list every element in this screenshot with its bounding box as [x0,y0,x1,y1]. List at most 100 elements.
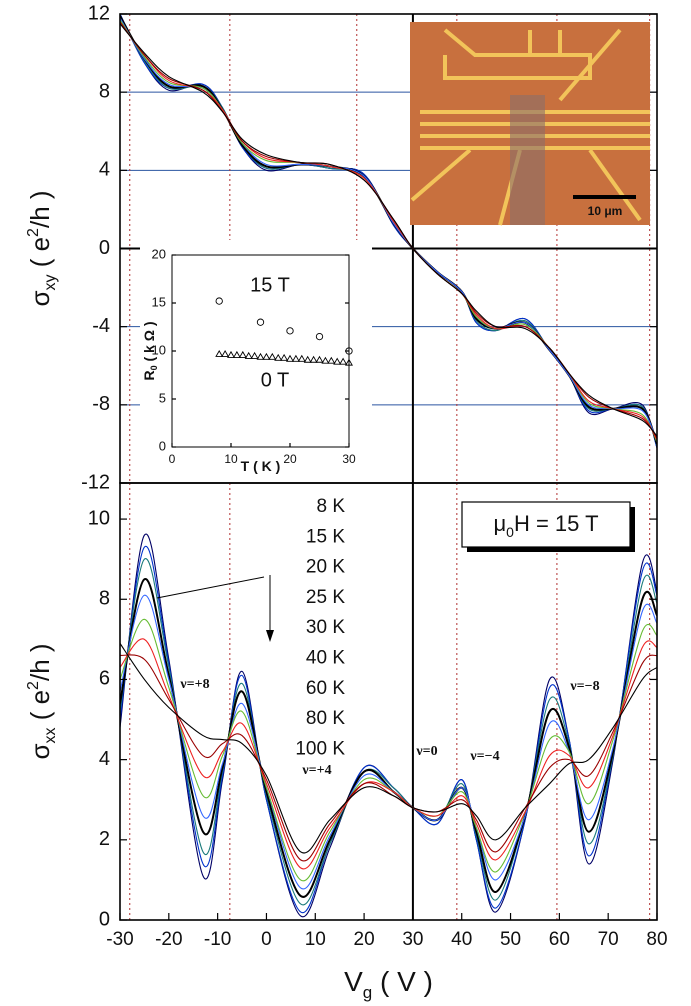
scale-label: 10 μm [588,204,623,218]
field-label-part: 0 [506,524,514,540]
curve [120,533,657,918]
y-axis-label-part: R [141,370,157,380]
x-axis-label: T ( K ) [241,458,281,474]
y-axis-label-part: /h ) [25,190,55,228]
legend-arrowhead [266,630,274,642]
field-label-part: μ [493,511,506,536]
x-tick-label: 80 [646,929,667,950]
legend-entry: 80 K [306,708,345,729]
y-axis-label-part: ( e [25,690,55,728]
curve [120,618,657,882]
x-axis-label-part: V [344,966,363,997]
field-label: μ0H = 15 T [493,511,598,540]
point [321,356,330,364]
y-axis-label-part: xx [42,728,59,744]
y-axis-label-part: σ [25,744,55,760]
point [297,354,306,362]
point [309,355,318,363]
point [315,355,324,363]
y-axis-label-part: ( k Ω ) [141,321,157,365]
legend-entry: 30 K [306,617,345,638]
y-axis-label-part: σ [25,291,55,307]
point [250,351,259,359]
curve [120,643,657,854]
annotation: 15 T [250,274,290,296]
annotation: ν=−8 [569,679,599,694]
legend-pointer [156,576,265,599]
photo-inset: 10 μm [410,22,650,226]
y-tick-label: 0 [99,237,110,259]
y-axis-label-part: /h ) [25,643,55,681]
x-tick-label: 0 [169,452,176,466]
x-axis-label-part: g [363,983,372,1002]
y-axis-label-part: 2 [25,228,42,237]
point [256,352,265,360]
point [232,350,241,358]
x-tick-label: 10 [305,929,326,950]
point [274,353,283,361]
point [256,318,265,326]
point [262,352,271,360]
y-axis-label: R0 ( k Ω ) [141,321,160,380]
x-tick-label: -10 [204,929,231,950]
annotation: ν=−4 [469,749,499,764]
curve [120,558,657,906]
y-axis-label-part: xy [42,275,59,291]
y-axis-label: σxx ( e2/h ) [25,643,59,759]
annotation: ν=+4 [301,763,331,778]
point [327,356,336,364]
legend-entry: 15 K [306,526,345,547]
y-tick-label: 15 [152,294,166,309]
x-tick-label: 50 [500,929,521,950]
annotation: ν=+8 [179,677,209,692]
y-tick-label: 5 [159,390,166,405]
point [268,352,277,360]
y-tick-label: 8 [99,80,110,102]
x-axis-label-part: T ( K ) [241,458,281,474]
y-axis-label: σxy ( e2/h ) [25,190,59,306]
x-tick-label: 20 [283,452,297,466]
y-tick-label: 0 [159,438,166,453]
x-tick-label: 30 [342,452,356,466]
annotation: 0 T [261,369,290,391]
y-tick-label: 2 [99,828,110,850]
y-tick-label: -8 [92,393,110,415]
y-tick-label: 4 [99,159,110,181]
field-box [461,501,631,548]
point [315,332,324,341]
x-tick-label: 60 [549,929,570,950]
y-axis-label-part: 2 [25,681,42,690]
curve [120,23,657,437]
y-axis-label-part: 0 [149,365,159,370]
x-tick-label: 30 [402,929,423,950]
point [286,354,294,362]
point [280,353,289,361]
photo-flake [510,95,545,225]
field-label-part: H = 15 T [514,511,599,536]
y-tick-label: 10 [152,342,166,357]
x-axis-label: Vg ( V ) [344,966,433,1002]
point [339,357,348,365]
legend-entry: 20 K [306,557,345,578]
x-tick-label: -20 [155,929,182,950]
legend-entry: 40 K [306,648,345,669]
y-tick-label: 10 [88,507,110,529]
legend-entry: 100 K [295,738,345,759]
annotation: ν=0 [415,744,437,759]
point [215,349,224,357]
point [303,355,312,363]
y-tick-label: 12 [88,2,110,24]
legend-entry: 25 K [306,587,345,608]
y-tick-label: 0 [99,908,110,930]
plot-frame [119,482,658,921]
point [291,354,300,362]
point [227,350,235,358]
x-tick-label: 40 [451,929,472,950]
x-tick-label: 0 [261,929,272,950]
point [333,357,342,365]
curve [120,545,657,914]
